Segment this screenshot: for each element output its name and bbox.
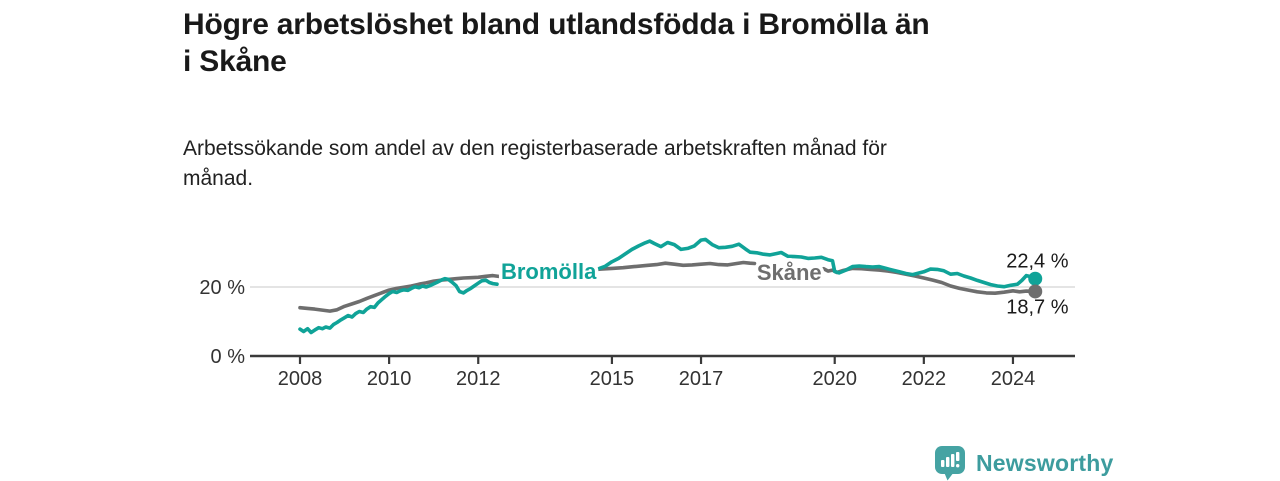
x-tick-label-2022: 2022: [902, 368, 947, 390]
x-tick-label-2020: 2020: [812, 368, 857, 390]
chart-title-line-1: Högre arbetslöshet bland utlandsfödda i …: [183, 8, 930, 41]
chart-subtitle: Arbetssökande som andel av den registerb…: [183, 134, 1083, 194]
end-value-label-bromölla: 22,4 %: [1006, 251, 1068, 273]
newsworthy-logo-icon: [935, 446, 965, 481]
x-tick-label-2024: 2024: [991, 368, 1036, 390]
end-dot-skåne: [1028, 284, 1043, 299]
chart-title: Högre arbetslöshet bland utlandsfödda i …: [183, 6, 1143, 80]
end-value-label-skåne: 18,7 %: [1006, 296, 1068, 318]
x-tick-label-2017: 2017: [679, 368, 724, 390]
chart-subtitle-line-2: månad.: [183, 167, 254, 190]
x-tick-label-2008: 2008: [278, 368, 323, 390]
series-label-skåne: Skåne: [757, 260, 822, 285]
x-tick-label-2012: 2012: [456, 368, 501, 390]
brand-logo: Newsworthy: [933, 445, 1113, 481]
y-tick-label-20: 20 %: [199, 277, 245, 299]
y-tick-label-0: 0 %: [211, 346, 246, 368]
series-line-skåne-seg1: [298, 260, 757, 313]
chart-title-line-2: i Skåne: [183, 45, 287, 78]
brand-name: Newsworthy: [976, 449, 1114, 476]
chart-subtitle-line-1: Arbetssökande som andel av den registerb…: [183, 137, 887, 160]
series-line-bromölla-seg2: [597, 237, 1037, 289]
x-tick-label-2015: 2015: [590, 368, 635, 390]
series-line-bromölla-seg1: [298, 276, 499, 335]
end-dot-bromölla: [1028, 271, 1043, 286]
series-label-bromölla: Bromölla: [501, 259, 597, 284]
x-tick-label-2010: 2010: [367, 368, 412, 390]
series-line-skåne-seg2: [821, 266, 1037, 296]
